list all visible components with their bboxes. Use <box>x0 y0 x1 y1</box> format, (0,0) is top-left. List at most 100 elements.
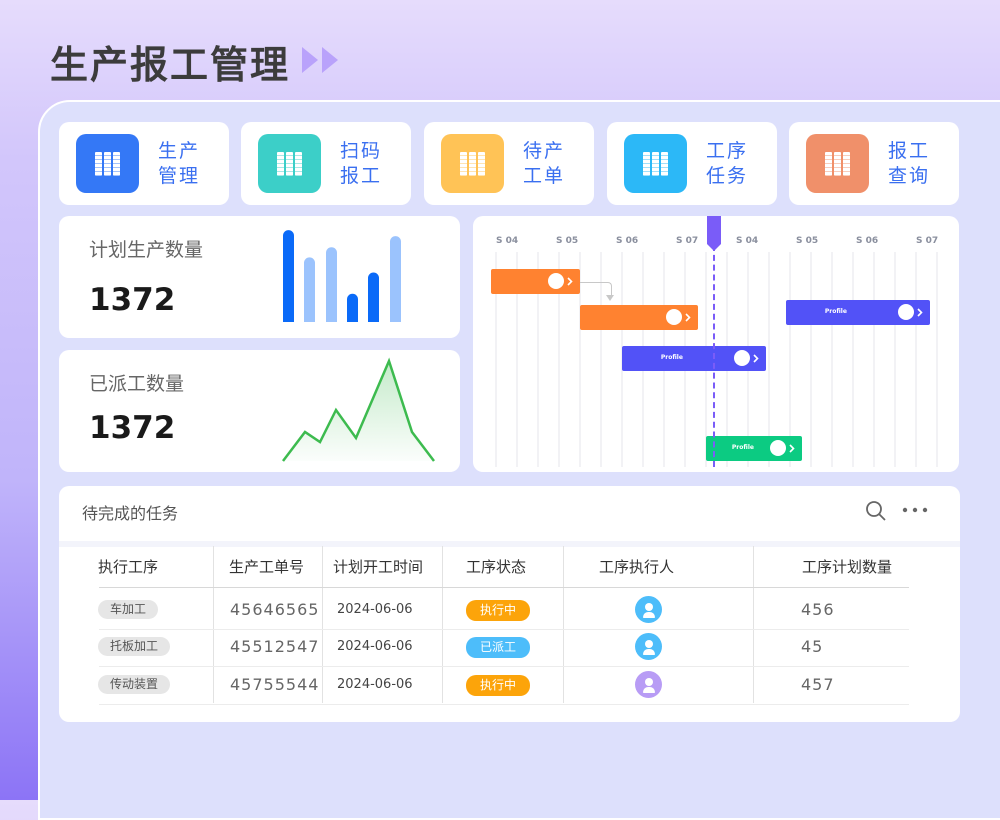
gantt-task-bar[interactable] <box>706 436 802 461</box>
column-header: 工序计划数量 <box>802 558 893 576</box>
book-shape <box>277 151 284 176</box>
status-badge: 执行中 <box>466 600 531 621</box>
bar-mark <box>347 293 358 322</box>
stat-label: 已派工数量 <box>89 373 185 395</box>
column-divider <box>753 546 754 703</box>
grid-line <box>516 252 518 467</box>
column-divider <box>563 546 564 703</box>
chevron-right-icon <box>917 308 923 317</box>
bar-sparkline <box>283 230 401 322</box>
avatar[interactable] <box>635 671 662 698</box>
order-number: 45646565 <box>230 600 320 619</box>
chevron-right-icon <box>789 444 795 453</box>
grid-line <box>915 252 917 467</box>
double-play-icon <box>302 47 318 73</box>
chevron-right-icon <box>685 313 691 322</box>
row-divider <box>99 629 909 630</box>
gantt-task-bar[interactable] <box>622 346 766 371</box>
gantt-task-bar[interactable] <box>786 300 930 325</box>
divider <box>59 541 960 547</box>
grid-line <box>768 252 770 467</box>
chevron-stroke <box>753 354 759 363</box>
gantt-chart <box>473 216 959 472</box>
avatar[interactable] <box>635 633 662 660</box>
quick-action-1[interactable]: 扫码报工 <box>241 122 411 205</box>
quick-action-3[interactable]: 工序任务 <box>607 122 777 205</box>
planned-quantity: 45 <box>801 637 824 656</box>
start-date: 2024-06-06 <box>337 677 413 692</box>
column-header: S 04 <box>736 236 759 246</box>
table-row[interactable]: 传动装置 45755544 2024-06-06 执行中 457 <box>98 667 909 703</box>
more-icon[interactable] <box>902 506 928 514</box>
header-divider <box>99 587 909 588</box>
column-header: 计划开工时间 <box>333 558 424 576</box>
binder-icon <box>76 134 139 193</box>
avatar-dot <box>770 440 786 456</box>
avatar-dot <box>898 304 914 320</box>
binder-icon <box>258 134 321 193</box>
chevron-stroke <box>567 277 573 286</box>
start-date: 2024-06-06 <box>337 639 413 654</box>
task-label: Profile <box>824 308 847 315</box>
task-label: Profile <box>660 354 683 361</box>
area-sparkline <box>282 357 435 462</box>
column-header: S 06 <box>856 236 879 246</box>
area-fill <box>283 361 434 461</box>
stat-label: 计划生产数量 <box>89 239 204 261</box>
column-header: S 06 <box>616 236 639 246</box>
arrow-head-icon <box>606 295 614 301</box>
quick-action-label: 待产工单 <box>523 140 566 187</box>
user-icon <box>645 603 653 611</box>
book-shape <box>104 151 111 176</box>
area-line <box>282 357 435 462</box>
gantt-task-bar[interactable] <box>491 269 580 294</box>
column-divider <box>213 546 214 703</box>
column-header: 执行工序 <box>98 558 159 576</box>
status-badge: 已派工 <box>466 637 531 658</box>
grid-line <box>894 252 896 467</box>
today-marker-flag[interactable] <box>707 216 721 251</box>
grid-line <box>831 252 833 467</box>
search-icon[interactable] <box>864 499 888 523</box>
process-tag: 传动装置 <box>98 675 171 694</box>
user-icon-body <box>643 649 655 655</box>
book-shape <box>113 151 120 176</box>
bar-mark <box>326 247 337 322</box>
double-play-icon-2 <box>322 47 338 73</box>
status-badge: 执行中 <box>466 675 531 696</box>
planned-quantity: 457 <box>801 675 835 694</box>
start-date: 2024-06-06 <box>337 602 413 617</box>
column-header: S 05 <box>556 236 579 246</box>
quick-action-2[interactable]: 待产工单 <box>424 122 594 205</box>
row-divider <box>99 666 909 667</box>
binder-icon <box>441 134 504 193</box>
book-shape <box>469 151 476 176</box>
user-icon-body <box>643 612 655 618</box>
avatar-dot <box>734 350 750 366</box>
book-shape <box>295 151 302 176</box>
gantt-task-bar[interactable] <box>580 305 698 330</box>
quick-action-label: 报工查询 <box>888 140 931 187</box>
grid-line <box>558 252 560 467</box>
grid-line <box>852 252 854 467</box>
column-header: 工序执行人 <box>599 558 675 576</box>
chevron-right-icon <box>753 354 759 363</box>
chevron-right-icon <box>567 277 573 286</box>
book-shape <box>834 151 841 176</box>
column-header: S 07 <box>916 236 939 246</box>
column-divider <box>322 546 323 703</box>
avatar-dot <box>548 273 564 289</box>
quick-action-0[interactable]: 生产管理 <box>59 122 229 205</box>
planned-quantity: 456 <box>801 600 835 619</box>
user-icon <box>645 678 653 686</box>
column-divider <box>442 546 443 703</box>
process-tag: 车加工 <box>98 600 159 619</box>
avatar[interactable] <box>635 596 662 623</box>
bar-mark <box>390 236 401 322</box>
quick-action-4[interactable]: 报工查询 <box>789 122 959 205</box>
grid-line <box>537 252 539 467</box>
order-number: 45512547 <box>230 637 320 656</box>
table-row[interactable]: 托板加工 45512547 2024-06-06 已派工 45 <box>98 629 909 665</box>
panel-title: 待完成的任务 <box>82 504 179 523</box>
table-row[interactable]: 车加工 45646565 2024-06-06 执行中 456 <box>98 592 909 628</box>
